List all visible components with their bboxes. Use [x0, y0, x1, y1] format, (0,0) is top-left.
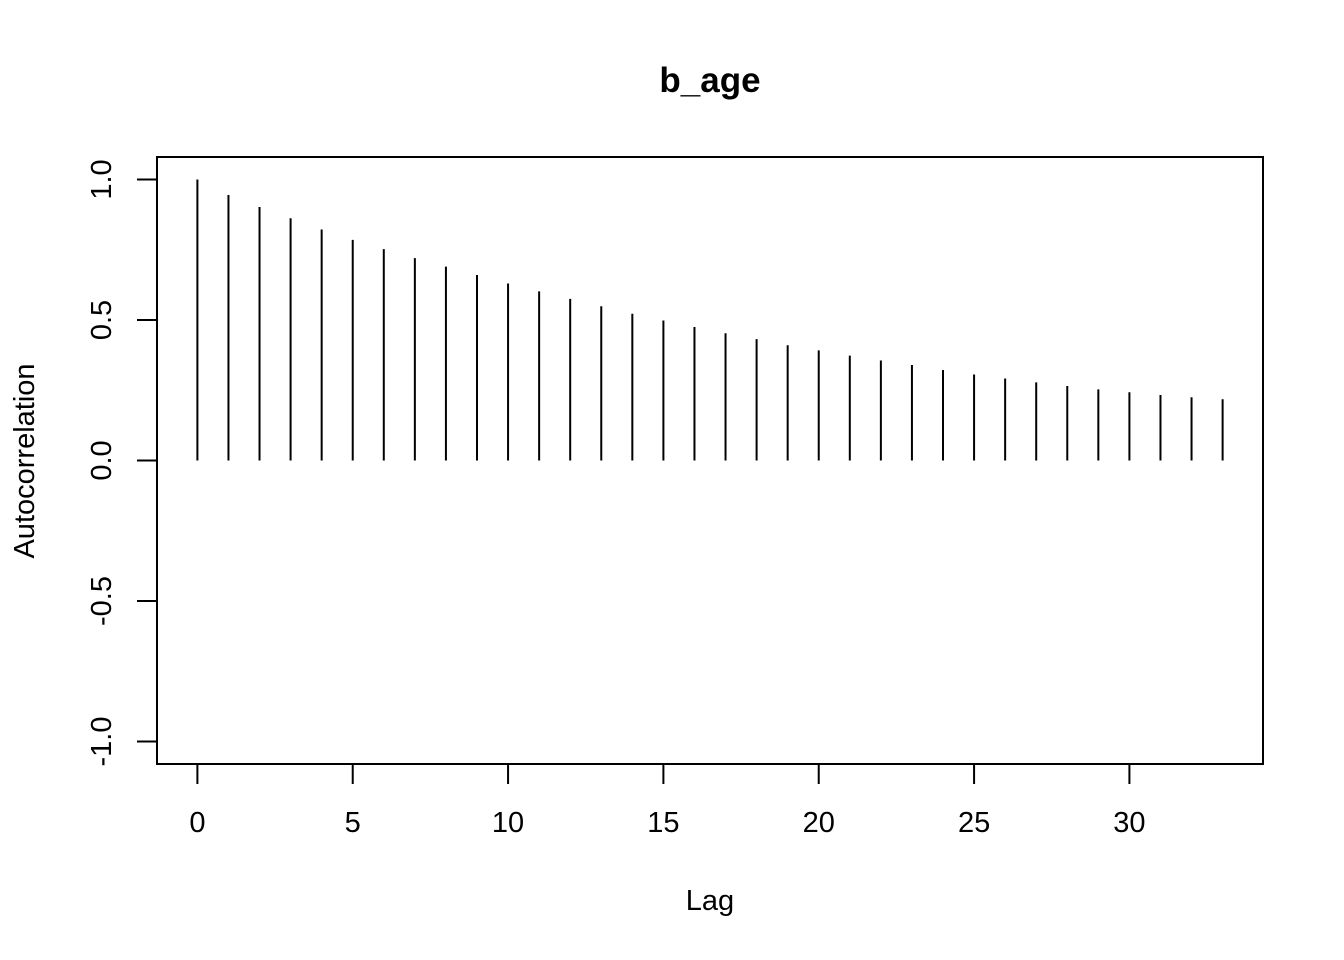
acf-bars	[196, 179, 1224, 461]
x-tick-label-5: 5	[345, 807, 361, 839]
x-axis: 0 5 10 15 20 25 30	[189, 763, 1146, 839]
y-tick-label-1: 1.0	[86, 159, 118, 199]
x-tick-label-30: 30	[1113, 807, 1145, 839]
x-tick-label-10: 10	[492, 807, 524, 839]
y-axis: -1.0 -0.5 0.0 0.5 1.0	[86, 159, 158, 767]
chart-title: b_age	[659, 61, 760, 100]
x-tick-label-15: 15	[647, 807, 679, 839]
plot-frame	[156, 156, 1264, 765]
x-tick-label-20: 20	[803, 807, 835, 839]
x-tick-label-0: 0	[189, 807, 205, 839]
y-axis-title: Autocorrelation	[9, 363, 41, 558]
x-tick-label-25: 25	[958, 807, 990, 839]
y-tick-label-0_5: 0.5	[86, 300, 118, 340]
y-tick-label-neg0_5: -0.5	[86, 576, 118, 626]
y-tick-label-neg1: -1.0	[86, 717, 118, 767]
x-axis-title: Lag	[686, 885, 734, 917]
y-tick-label-0: 0.0	[86, 440, 118, 480]
